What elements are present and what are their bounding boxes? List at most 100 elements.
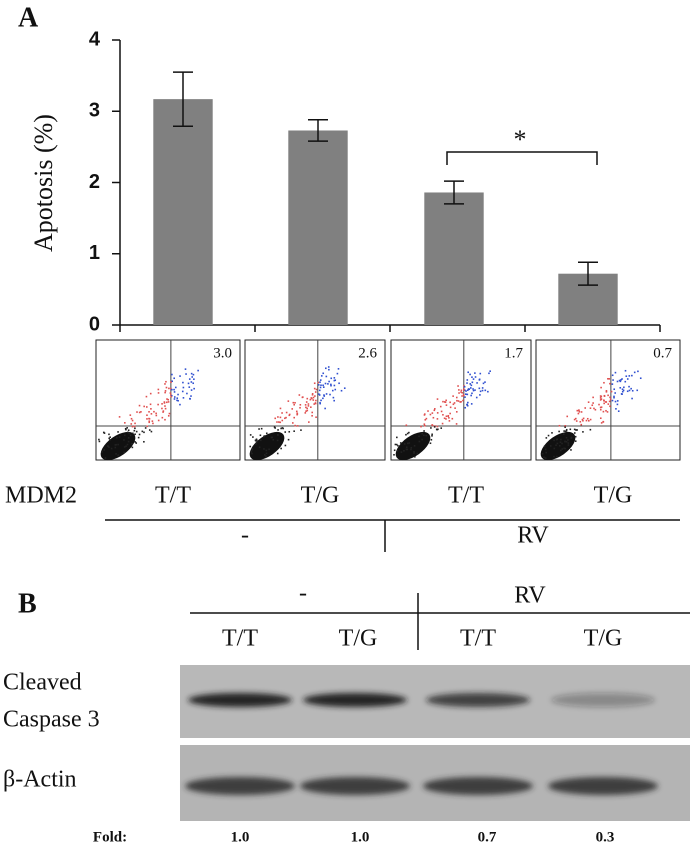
cell-dot	[580, 411, 583, 413]
cell-dot	[469, 383, 472, 385]
cell-dot	[305, 401, 308, 403]
cell-dot	[604, 401, 607, 403]
cell-dot	[265, 432, 268, 435]
cell-dot	[131, 419, 134, 422]
cell-dot	[153, 410, 155, 413]
cell-dot	[569, 428, 572, 431]
cell-dot	[336, 372, 339, 375]
cell-dot	[307, 403, 310, 405]
cell-dot	[193, 378, 195, 381]
cell-dot	[295, 410, 298, 413]
category-label: T/G	[594, 483, 633, 509]
cell-dot	[150, 408, 152, 410]
cell-dot	[609, 405, 611, 408]
cell-dot	[423, 413, 426, 415]
cell-dot	[177, 399, 179, 402]
cell-dot	[317, 381, 320, 384]
cell-dot	[605, 391, 608, 393]
cell-dot	[603, 400, 605, 402]
cell-dot	[565, 428, 568, 431]
cell-dot	[294, 424, 296, 427]
cell-dot	[157, 392, 160, 394]
cell-dot	[628, 385, 630, 388]
cell-dot	[272, 438, 275, 441]
cell-dot	[466, 379, 469, 381]
cell-dot	[434, 425, 436, 427]
cell-dot	[307, 405, 310, 407]
cell-dot	[470, 384, 473, 387]
cell-dot	[291, 408, 294, 410]
cell-dot	[581, 418, 584, 421]
cell-dot	[609, 382, 611, 385]
cell-dot	[170, 394, 172, 396]
cell-dot	[169, 392, 172, 394]
cell-dot	[143, 405, 145, 408]
cell-dot	[565, 436, 568, 439]
cell-dot	[114, 444, 117, 446]
cell-dot	[460, 389, 463, 392]
cell-dot	[425, 417, 428, 420]
cell-dot	[605, 389, 608, 392]
cell-dot	[338, 382, 340, 385]
cell-dot	[284, 444, 287, 447]
cell-dot	[451, 417, 454, 420]
cell-dot	[608, 378, 611, 380]
cell-dot	[129, 414, 132, 416]
cell-dot	[555, 444, 557, 447]
cell-dot	[319, 386, 322, 389]
cell-dot	[556, 438, 559, 441]
cell-dot	[458, 392, 460, 394]
cell-dot	[605, 409, 607, 412]
cell-dot	[313, 382, 316, 385]
cell-dot	[471, 392, 473, 395]
cell-dot	[334, 388, 337, 391]
cell-dot	[124, 427, 127, 430]
cell-dot	[462, 393, 465, 396]
cell-dot	[573, 418, 576, 421]
cell-dot	[575, 420, 578, 422]
flow-value: 3.0	[213, 345, 232, 361]
cell-dot	[190, 395, 192, 397]
cell-dot	[319, 381, 321, 384]
cell-dot	[118, 436, 121, 438]
cell-dot	[476, 382, 478, 384]
cell-dot	[315, 388, 318, 391]
cell-dot	[327, 366, 330, 368]
cell-dot	[405, 424, 408, 427]
cell-dot	[148, 411, 150, 413]
cell-dot	[541, 452, 544, 455]
cell-dot	[621, 390, 624, 393]
y-axis-label: Apotosis (%)	[29, 114, 58, 252]
cell-dot	[578, 411, 581, 413]
cell-dot	[167, 401, 170, 403]
y-tick-label: 3	[89, 100, 100, 122]
cell-dot	[612, 379, 614, 381]
cell-dot	[108, 439, 111, 441]
cell-dot	[173, 398, 176, 400]
cell-dot	[553, 447, 556, 450]
cell-dot	[484, 381, 486, 383]
cell-dot	[424, 418, 427, 421]
cell-dot	[249, 434, 252, 436]
cell-dot	[573, 432, 576, 434]
cell-dot	[602, 421, 605, 423]
cell-dot	[622, 389, 625, 392]
cell-dot	[328, 368, 330, 371]
cell-dot	[130, 417, 133, 420]
cell-dot	[148, 417, 150, 420]
cell-dot	[101, 451, 103, 453]
cell-dot	[466, 403, 468, 406]
cell-dot	[410, 446, 413, 449]
cell-dot	[630, 387, 632, 390]
cell-dot	[619, 380, 622, 383]
cell-dot	[263, 435, 266, 437]
cell-dot	[482, 382, 485, 385]
cell-dot	[173, 388, 175, 391]
cell-dot	[403, 443, 406, 445]
cell-dot	[561, 448, 564, 450]
cell-dot	[277, 416, 279, 418]
fold-value: 0.3	[596, 829, 615, 845]
cell-dot	[600, 386, 602, 389]
cell-dot	[265, 452, 268, 455]
cell-dot	[488, 372, 490, 375]
